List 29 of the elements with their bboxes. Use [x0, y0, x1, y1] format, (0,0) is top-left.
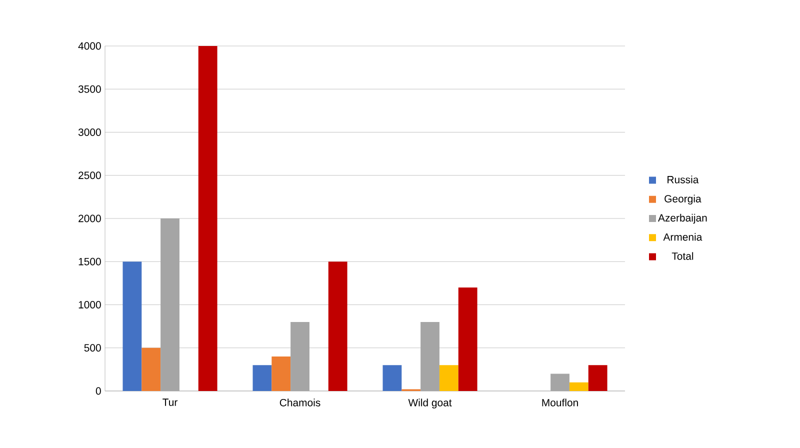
bar	[272, 356, 291, 391]
bar	[588, 365, 608, 391]
x-tick-label: Tur	[162, 398, 178, 406]
x-tick-label: Chamois	[280, 398, 320, 406]
y-tick-label: 2000	[78, 214, 101, 222]
bar	[382, 365, 402, 391]
y-tick-label: 0	[96, 387, 101, 395]
bar	[569, 382, 588, 391]
y-tick-label: 1500	[78, 258, 101, 266]
y-tick-label: 3000	[78, 128, 101, 136]
y-tick-label: 2500	[78, 172, 101, 180]
bar	[439, 365, 458, 391]
legend-label: Russia	[668, 176, 699, 184]
x-tick-label: Mouflon	[542, 398, 578, 406]
y-tick-label: 3500	[78, 85, 101, 93]
legend-label: Armenia	[663, 233, 702, 241]
y-tick-label: 500	[84, 344, 101, 352]
y-tick-label: 1000	[78, 301, 101, 308]
bar	[252, 365, 272, 391]
legend-label: Total	[672, 252, 694, 260]
legend-label: Azerbaijan	[658, 214, 707, 224]
bar	[142, 348, 161, 391]
legend-label: Georgia	[664, 194, 702, 205]
bar	[198, 46, 218, 391]
bar	[122, 262, 142, 391]
bar	[328, 262, 348, 391]
x-tick-label: Wild goat	[408, 398, 452, 408]
y-tick-label: 4000	[78, 42, 101, 50]
bar	[458, 287, 478, 391]
